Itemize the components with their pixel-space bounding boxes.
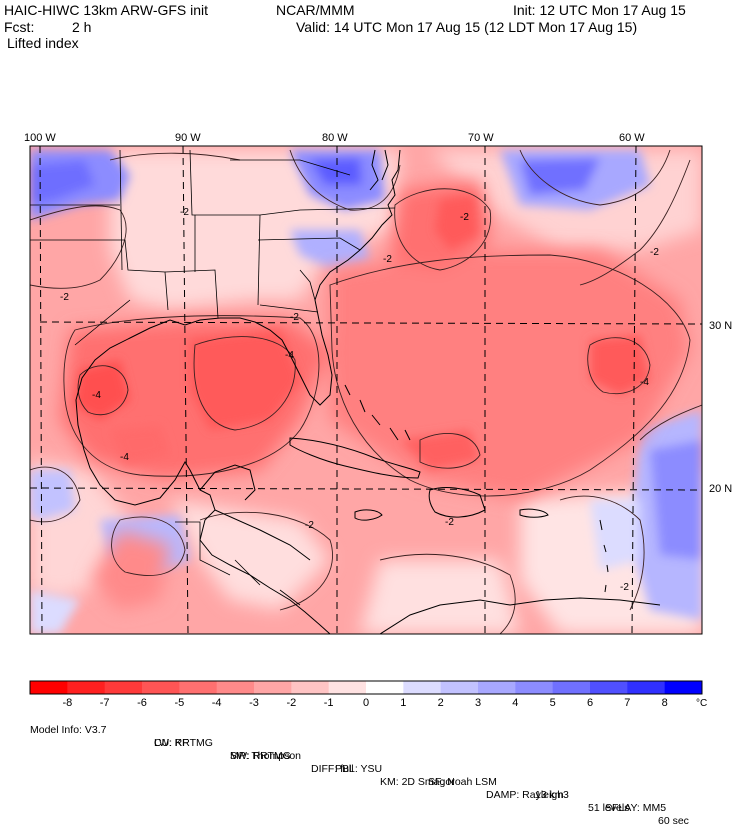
contour-label: -4 — [120, 452, 129, 463]
colorbar-swatch — [216, 681, 255, 694]
colorbar-tick-label: -4 — [212, 697, 222, 709]
shortwave-scheme: SW: RRTMG — [230, 750, 291, 762]
colorbar-swatch — [142, 681, 180, 694]
contour-label: -2 — [620, 582, 629, 593]
model-info-line2: LW: RRTMG SW: RRTMG DIFF: full KM: 2D Sm… — [30, 724, 710, 815]
map-frame — [29, 145, 703, 635]
colorbar-unit: °C — [696, 698, 707, 709]
contour-label: -2 — [60, 292, 69, 303]
colorbar-tick-label: 2 — [438, 697, 444, 709]
colorbar-tick-label: -2 — [286, 697, 296, 709]
colorbar-swatch — [366, 681, 404, 694]
colorbar-tick-label: -8 — [62, 697, 72, 709]
colorbar-swatch — [291, 681, 330, 694]
lon-label-90w: 90 W — [175, 132, 201, 144]
contour-label: -4 — [92, 390, 101, 401]
colorbar-tick-label: 0 — [363, 697, 369, 709]
colorbar-swatch — [179, 681, 218, 694]
colorbar-tick-label: 8 — [662, 697, 668, 709]
colorbar-tick-label: 7 — [624, 697, 630, 709]
model-title: HAIC-HIWC 13km ARW-GFS init — [4, 2, 209, 18]
contour-label: -2 — [290, 312, 299, 323]
longwave-scheme: LW: RRTMG — [154, 737, 213, 749]
colorbar-tick-label: -6 — [137, 697, 147, 709]
lat-lon-grid — [30, 146, 702, 634]
state-borders — [30, 149, 396, 606]
colorbar-tick-label: 3 — [475, 697, 481, 709]
colorbar-tick-label: -5 — [174, 697, 184, 709]
contour-labels: -2 -2 -2 -2 -2 -2 -4 -4 -4 -4 -2 -2 -2 — [60, 207, 659, 593]
lat-label-30n: 30 N — [709, 320, 732, 332]
lat-label-20n: 20 N — [709, 483, 732, 495]
coastlines — [75, 149, 661, 634]
colorbar-swatch — [67, 681, 106, 694]
colorbar-tick-label: 6 — [587, 697, 593, 709]
colorbar-tick-label: 4 — [512, 697, 518, 709]
colorbar-swatch — [478, 681, 516, 694]
field-name: Lifted index — [7, 35, 79, 51]
surface-layer-option: SFLAY: MM5 — [605, 802, 667, 814]
model-version: Model Info: V3.7 — [30, 724, 107, 736]
colorbar-swatch — [30, 681, 68, 694]
lifted-index-map: 100 W 90 W 80 W 70 W 60 W 30 N 20 N — [24, 132, 732, 709]
colorbar-swatch — [440, 681, 479, 694]
contour-label: -2 — [445, 517, 454, 528]
contour-label: -4 — [285, 350, 294, 361]
colorbar-swatch — [590, 681, 628, 694]
colorbar-swatch — [552, 681, 591, 694]
contour-label: -2 — [305, 520, 314, 531]
init-time: Init: 12 UTC Mon 17 Aug 15 — [513, 2, 686, 18]
colorbar: -8 -7 -6 -5 -4 -3 -2 -1 0 1 2 3 4 5 6 7 8 °C — [29, 680, 707, 709]
colorbar-frame — [29, 680, 703, 695]
contour-label: -2 — [383, 254, 392, 265]
colorbar-swatch — [104, 681, 143, 694]
colorbar-swatch — [254, 681, 292, 694]
colorbar-tick-label: -7 — [100, 697, 110, 709]
time-step: 60 sec — [658, 815, 689, 827]
lon-label-60w: 60 W — [619, 132, 645, 144]
forecast-label: Fcst: — [4, 19, 35, 35]
colorbar-swatch — [403, 681, 442, 694]
lon-label-100w: 100 W — [24, 132, 56, 144]
org-label: NCAR/MMM — [276, 2, 355, 18]
strong-negative-regions — [75, 195, 650, 470]
contour-lines — [30, 149, 702, 634]
colorbar-tick-label: -3 — [249, 697, 259, 709]
contour-label: -2 — [180, 207, 189, 218]
lon-label-70w: 70 W — [468, 132, 494, 144]
km-option: KM: 2D Smagor — [380, 776, 455, 788]
lon-label-80w: 80 W — [322, 132, 348, 144]
contour-label: -4 — [640, 377, 649, 388]
forecast-hour: 2 h — [72, 19, 92, 35]
colorbar-swatch — [664, 681, 703, 694]
colorbar-swatch — [627, 681, 666, 694]
damping-option: DAMP: Rayleigh3 — [486, 789, 569, 801]
contour-label: -2 — [650, 247, 659, 258]
valid-time: Valid: 14 UTC Mon 17 Aug 15 (12 LDT Mon … — [296, 19, 638, 35]
colorbar-swatch — [328, 681, 367, 694]
diffusion-option: DIFF: full — [311, 763, 354, 775]
colorbar-swatch — [515, 681, 554, 694]
positive-regions — [30, 150, 702, 634]
colorbar-tick-label: -1 — [324, 697, 334, 709]
colorbar-tick-label: 1 — [400, 697, 406, 709]
colorbar-tick-label: 5 — [550, 697, 556, 709]
contour-label: -2 — [460, 212, 469, 223]
